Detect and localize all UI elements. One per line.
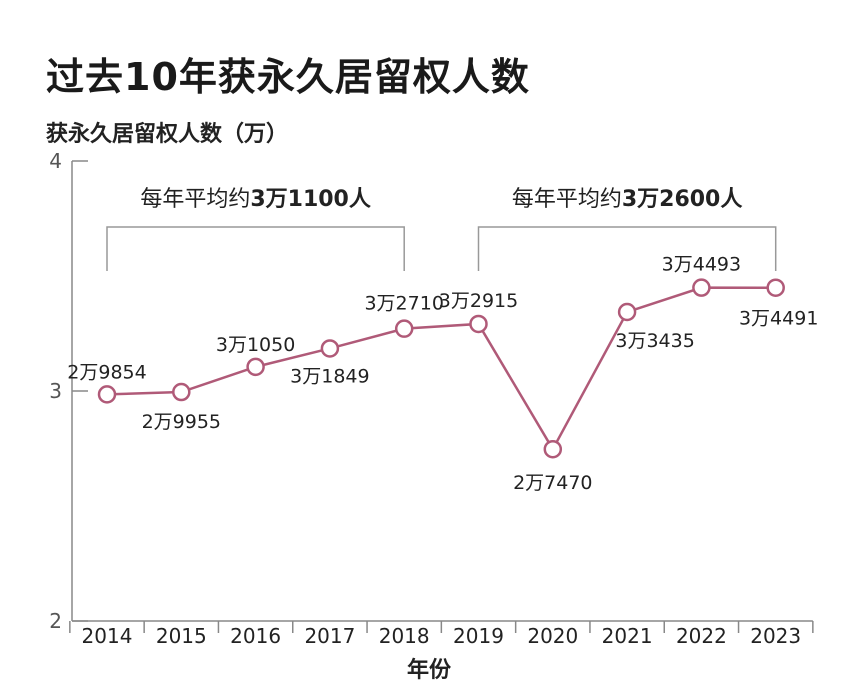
- x-axis-label: 年份: [407, 658, 452, 683]
- x-tick-label: 2017: [304, 624, 355, 648]
- data-point: [469, 314, 488, 334]
- data-label: 3万4493: [662, 254, 741, 276]
- data-point: [97, 385, 117, 404]
- series-line: [106, 286, 776, 452]
- data-label: 2万7470: [513, 472, 592, 494]
- data-label: 3万2915: [439, 290, 518, 312]
- x-tick-label: 2022: [676, 624, 727, 648]
- data-point: [543, 439, 563, 459]
- x-tick-label: 2020: [527, 624, 578, 648]
- x-tick-label: 2021: [602, 624, 653, 648]
- data-point: [766, 278, 785, 297]
- data-point: [320, 339, 340, 358]
- y-tick-label: 4: [49, 149, 62, 173]
- annotation-label: 每年平均约3万2600人: [512, 187, 743, 212]
- data-label: 2万9955: [142, 411, 221, 433]
- x-tick-label: 2018: [379, 624, 430, 648]
- chart-title: 过去10年获永久居留权人数: [46, 55, 530, 99]
- annotation-bracket: [477, 226, 777, 271]
- data-point: [617, 302, 637, 322]
- data-label: 2万9854: [67, 361, 146, 383]
- data-label: 3万1849: [290, 365, 369, 387]
- data-label: 3万1050: [216, 334, 295, 356]
- data-point: [394, 319, 414, 338]
- x-tick-label: 2019: [453, 624, 504, 648]
- data-label: 3万2710: [364, 293, 443, 315]
- y-tick-label: 2: [49, 609, 62, 633]
- data-label: 3万3435: [615, 330, 694, 352]
- y-axis-label: 获永久居留权人数（万）: [46, 122, 289, 147]
- annotation-label: 每年平均约3万1100人: [140, 187, 371, 212]
- data-point: [692, 278, 711, 297]
- x-tick-label: 2014: [82, 624, 133, 648]
- y-tick-label: 3: [49, 379, 62, 403]
- x-tick-label: 2016: [230, 624, 281, 648]
- data-point: [246, 357, 265, 377]
- annotation-bracket: [106, 226, 405, 271]
- x-tick-label: 2015: [156, 624, 207, 648]
- data-label: 3万4491: [739, 308, 818, 330]
- x-tick-label: 2023: [750, 624, 801, 648]
- data-point: [172, 382, 191, 402]
